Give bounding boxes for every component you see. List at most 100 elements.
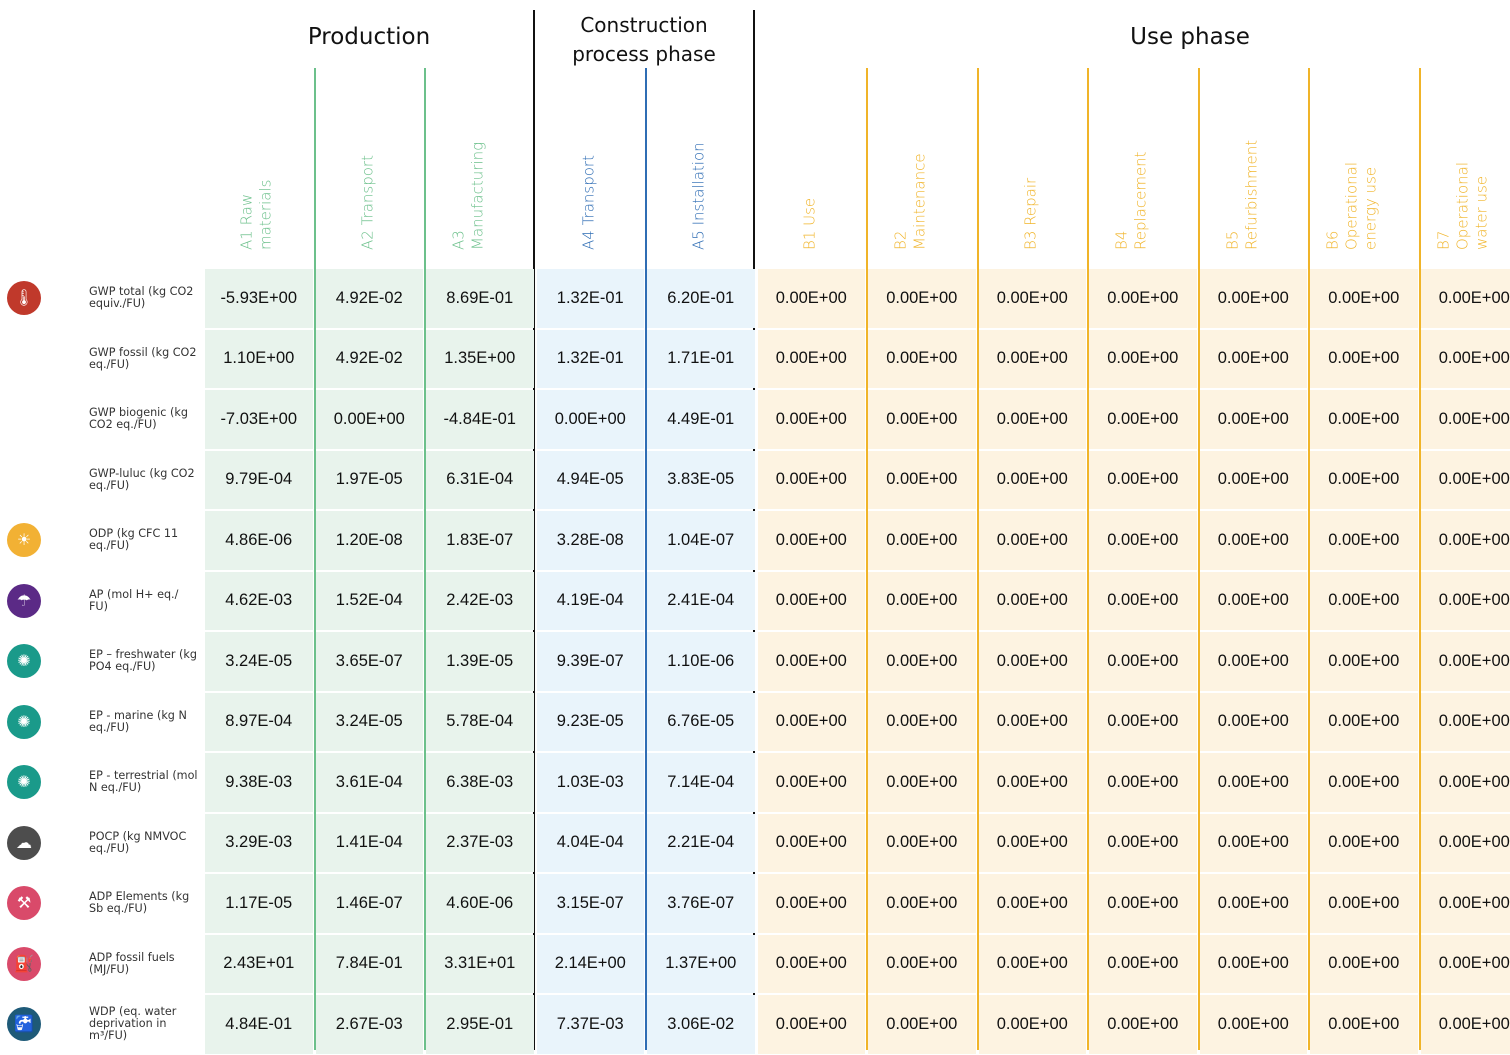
- table-cell: 0.00E+00: [1310, 330, 1418, 389]
- table-cell: 3.65E-07: [316, 632, 424, 691]
- column-header: A2 Transport: [315, 68, 426, 266]
- column-header: B1 Use: [757, 68, 868, 266]
- water-tap-icon: 🚰: [7, 1007, 41, 1041]
- table-cell: 4.62E-03: [205, 572, 313, 631]
- table-cell: 0.00E+00: [758, 390, 866, 449]
- table-cell: 9.38E-03: [205, 753, 313, 812]
- table-cell: 0.00E+00: [1200, 995, 1308, 1054]
- column-header-label: A3 Manufacturing: [449, 140, 487, 251]
- phase-title-construction-line1: Construction: [535, 11, 753, 40]
- table-cell: 3.76E-07: [647, 874, 755, 933]
- table-cell: 2.21E-04: [647, 814, 755, 873]
- eutrophication-icon: ✺: [7, 765, 41, 799]
- table-cell: 0.00E+00: [1200, 390, 1308, 449]
- table-cell: -5.93E+00: [205, 269, 313, 328]
- row-label: GWP biogenic (kg CO2 eq./FU): [89, 389, 199, 450]
- table-row: 🚰WDP (eq. water deprivation in m³/FU)4.8…: [0, 994, 1510, 1055]
- table-cell: 0.00E+00: [1200, 572, 1308, 631]
- column-header: B3 Repair: [978, 68, 1089, 266]
- table-cell: 0.00E+00: [868, 390, 976, 449]
- table-cell: 8.97E-04: [205, 693, 313, 752]
- table-cell: 0.00E+00: [1200, 814, 1308, 873]
- table-cell: 0.00E+00: [1310, 814, 1418, 873]
- table-cell: 1.71E-01: [647, 330, 755, 389]
- column-header: B5 Refurbishment: [1199, 68, 1310, 266]
- table-cell: 6.38E-03: [426, 753, 534, 812]
- table-cell: 1.37E+00: [647, 935, 755, 994]
- table-cell: 0.00E+00: [979, 511, 1087, 570]
- row-label: GWP-luluc (kg CO2 eq./FU): [89, 450, 199, 511]
- table-cell: 0.00E+00: [1089, 935, 1197, 994]
- table-cell: 0.00E+00: [1310, 451, 1418, 510]
- table-cell: -4.84E-01: [426, 390, 534, 449]
- table-cell: 8.69E-01: [426, 269, 534, 328]
- table-cell: 0.00E+00: [979, 330, 1087, 389]
- table-cell: 2.42E-03: [426, 572, 534, 631]
- table-cell: 9.39E-07: [537, 632, 645, 691]
- oil-pump-icon: ⛽: [7, 947, 41, 981]
- table-cell: 9.79E-04: [205, 451, 313, 510]
- table-cell: 3.29E-03: [205, 814, 313, 873]
- table-cell: 0.00E+00: [758, 572, 866, 631]
- table-cell: 3.83E-05: [647, 451, 755, 510]
- table-cell: 1.03E-03: [537, 753, 645, 812]
- table-cell: 0.00E+00: [1310, 693, 1418, 752]
- table-cell: 0.00E+00: [979, 874, 1087, 933]
- table-cell: 0.00E+00: [1089, 874, 1197, 933]
- table-cell: 0.00E+00: [1200, 269, 1308, 328]
- table-cell: 0.00E+00: [868, 269, 976, 328]
- table-cell: 0.00E+00: [979, 935, 1087, 994]
- table-cell: 3.24E-05: [205, 632, 313, 691]
- table-cell: 0.00E+00: [979, 814, 1087, 873]
- table-cell: 0.00E+00: [1200, 753, 1308, 812]
- table-cell: 0.00E+00: [758, 330, 866, 389]
- table-cell: 0.00E+00: [1310, 269, 1418, 328]
- table-cell: 3.06E-02: [647, 995, 755, 1054]
- table-cell: 0.00E+00: [1089, 269, 1197, 328]
- column-header: B4 Replacement: [1088, 68, 1199, 266]
- table-cell: 0.00E+00: [979, 693, 1087, 752]
- table-cell: 0.00E+00: [1421, 269, 1510, 328]
- table-cell: 0.00E+00: [868, 451, 976, 510]
- table-cell: 0.00E+00: [868, 995, 976, 1054]
- table-cell: 0.00E+00: [758, 693, 866, 752]
- column-header: B6 Operational energy use: [1309, 68, 1420, 266]
- table-cell: 1.04E-07: [647, 511, 755, 570]
- column-header: A5 Installation: [646, 68, 757, 266]
- table-cell: 0.00E+00: [868, 693, 976, 752]
- table-cell: 0.00E+00: [979, 269, 1087, 328]
- column-header: B7 Operational water use: [1420, 68, 1510, 266]
- table-cell: 4.84E-01: [205, 995, 313, 1054]
- table-cell: 0.00E+00: [1310, 935, 1418, 994]
- table-cell: 0.00E+00: [1200, 935, 1308, 994]
- table-cell: 0.00E+00: [868, 511, 976, 570]
- table-cell: 0.00E+00: [1421, 451, 1510, 510]
- table-cell: 3.28E-08: [537, 511, 645, 570]
- table-cell: 0.00E+00: [1421, 935, 1510, 994]
- row-label: EP - terrestrial (mol N eq./FU): [89, 752, 199, 813]
- table-cell: 4.92E-02: [316, 330, 424, 389]
- table-cell: 0.00E+00: [1089, 572, 1197, 631]
- table-cell: 0.00E+00: [758, 753, 866, 812]
- table-cell: 0.00E+00: [1200, 451, 1308, 510]
- table-cell: 4.49E-01: [647, 390, 755, 449]
- table-cell: 1.83E-07: [426, 511, 534, 570]
- table-cell: 0.00E+00: [1089, 511, 1197, 570]
- table-cell: 0.00E+00: [868, 572, 976, 631]
- column-header-label: A2 Transport: [358, 155, 377, 250]
- table-row: GWP biogenic (kg CO2 eq./FU)-7.03E+00 0.0…: [0, 389, 1510, 450]
- table-cell: 0.00E+00: [1310, 874, 1418, 933]
- row-label: GWP fossil (kg CO2 eq./FU): [89, 329, 199, 390]
- column-header-label: B4 Replacement: [1112, 140, 1150, 251]
- table-cell: 0.00E+00: [868, 814, 976, 873]
- table-cell: 3.15E-07: [537, 874, 645, 933]
- table-cell: 1.17E-05: [205, 874, 313, 933]
- row-label: ADP fossil fuels (MJ/FU): [89, 934, 199, 995]
- table-cell: -7.03E+00: [205, 390, 313, 449]
